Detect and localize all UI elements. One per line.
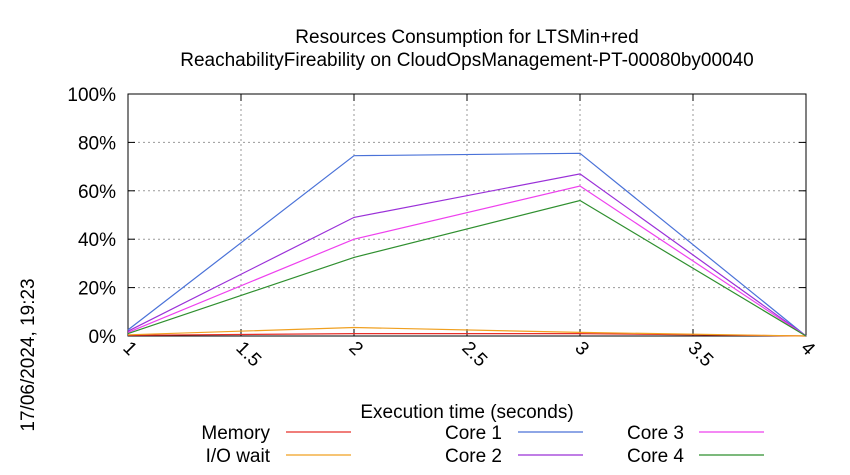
legend-label-core-2: Core 2 — [445, 446, 502, 467]
series-line-core-3 — [127, 185, 807, 337]
series-line-core-2 — [127, 173, 807, 337]
tick-labels: 0% 20% 40% 60% 80% 100% 1 1.5 2 2.5 3 3.5 4 — [67, 85, 819, 371]
x-tick-label: 1 — [118, 338, 140, 360]
y-tick-label: 40% — [78, 230, 116, 251]
y-tick-label: 20% — [78, 279, 116, 300]
series-line-i-o-wait — [127, 326, 807, 337]
y-tick-label: 0% — [89, 327, 117, 348]
series-line-core-4 — [127, 199, 807, 337]
x-tick-label: 4 — [796, 338, 819, 361]
legend-label-memory: Memory — [201, 423, 270, 444]
x-axis-label: Execution time (seconds) — [360, 402, 573, 423]
timestamp-label: 17/06/2024, 19:23 — [18, 278, 39, 431]
legend-label-i-o-wait: I/O wait — [206, 446, 271, 467]
legend-label-core-3: Core 3 — [627, 423, 684, 444]
x-tick-label: 1.5 — [231, 338, 265, 372]
series-line-core-1 — [127, 152, 807, 337]
y-tick-label: 100% — [67, 85, 116, 106]
axes — [127, 93, 807, 337]
legend-label-core-4: Core 4 — [627, 446, 684, 467]
x-tick-label: 3.5 — [683, 338, 717, 372]
y-tick-label: 80% — [78, 133, 116, 154]
y-tick-label: 60% — [78, 182, 116, 203]
data-series — [127, 152, 807, 337]
chart-title-line-1: Resources Consumption for LTSMin+red — [295, 27, 638, 48]
x-tick-label: 2 — [344, 338, 366, 360]
x-tick-label: 2.5 — [457, 338, 491, 372]
legend-label-core-1: Core 1 — [445, 423, 502, 444]
x-tick-label: 3 — [570, 338, 592, 360]
chart-title-line-2: ReachabilityFireability on CloudOpsManag… — [180, 50, 754, 71]
